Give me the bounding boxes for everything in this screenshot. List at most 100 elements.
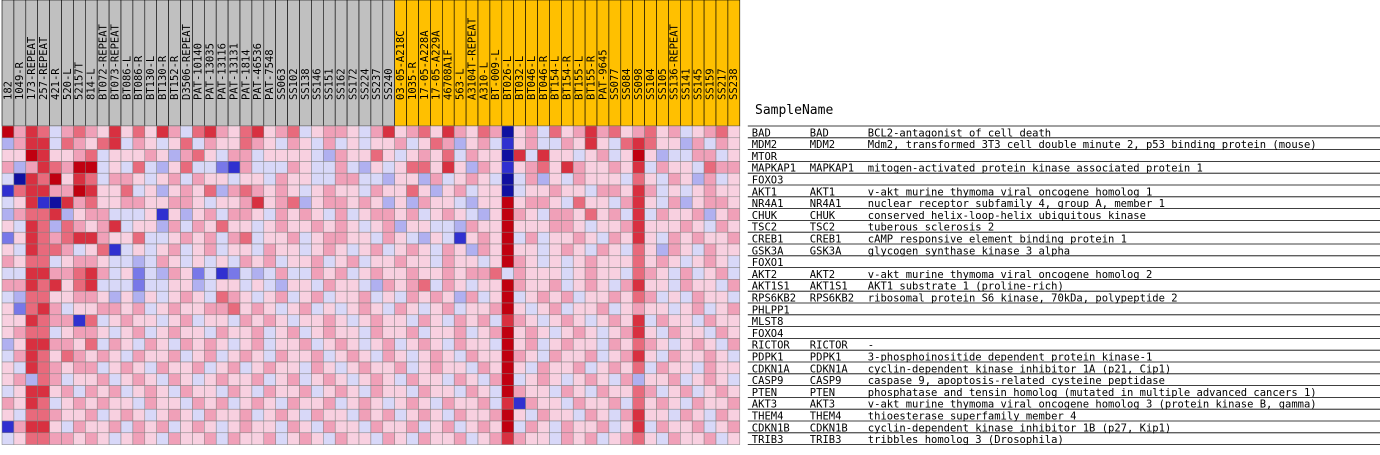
heatmap-cell: [287, 408, 300, 422]
heatmap-cell: [644, 184, 657, 198]
heatmap-cell: [680, 172, 693, 186]
heatmap-cell: [453, 338, 467, 351]
heatmap-cell: [453, 125, 467, 139]
column-label: PAT-7548: [264, 49, 276, 100]
heatmap-cell: [418, 125, 431, 139]
heatmap-cell: [1, 267, 15, 280]
heatmap-cell: [477, 279, 491, 292]
heatmap-cell: [465, 196, 479, 209]
heatmap-cell: [727, 125, 741, 139]
heatmap-cell: [513, 125, 526, 139]
row-gene: TRIB3: [810, 434, 842, 446]
heatmap-cell: [489, 231, 503, 245]
heatmap-cell: [668, 408, 681, 422]
column-label: SS224: [359, 68, 371, 100]
heatmap-cell: [346, 279, 360, 292]
column-label: SS102: [288, 68, 300, 100]
heatmap-cell: [61, 243, 74, 257]
heatmap-cell: [287, 267, 300, 280]
heatmap-cell: [25, 314, 38, 327]
heatmap-cell: [275, 420, 288, 434]
column-group-band: [49, 0, 62, 127]
row-gene: THEM4: [810, 411, 842, 423]
heatmap-cell: [37, 172, 50, 186]
heatmap-cell: [703, 290, 717, 304]
heatmap-cell: [561, 149, 574, 162]
heatmap-cell: [572, 290, 586, 304]
heatmap-cell: [37, 397, 50, 410]
heatmap-cell: [334, 385, 348, 398]
heatmap-cell: [430, 196, 443, 209]
heatmap-cell: [680, 420, 693, 434]
heatmap-cell: [465, 373, 479, 386]
heatmap-cell: [680, 349, 693, 363]
heatmap-cell: [37, 373, 50, 386]
heatmap-cell: [239, 255, 253, 268]
heatmap-cell: [85, 231, 98, 245]
heatmap-cell: [691, 397, 705, 410]
heatmap-cell: [727, 172, 741, 186]
heatmap-cell: [549, 149, 562, 162]
heatmap-cell: [1, 125, 15, 139]
heatmap-cell: [382, 385, 395, 398]
heatmap-cell: [25, 290, 38, 304]
heatmap-cell: [144, 290, 157, 304]
heatmap-cell: [334, 349, 348, 363]
heatmap-cell: [453, 279, 467, 292]
heatmap-cell: [251, 196, 265, 209]
heatmap-cell: [132, 361, 146, 375]
row-symbol: GSK3A: [752, 245, 784, 257]
heatmap-cell: [477, 397, 491, 410]
heatmap-cell: [727, 243, 741, 257]
heatmap-cell: [215, 385, 229, 398]
heatmap-cell: [275, 338, 288, 351]
heatmap-cell: [584, 149, 598, 162]
heatmap-cell: [311, 314, 324, 327]
heatmap-cell: [596, 397, 610, 410]
heatmap-cell: [49, 267, 62, 280]
heatmap-cell: [37, 184, 50, 198]
heatmap-cell: [85, 314, 98, 327]
heatmap-cell: [61, 231, 74, 245]
heatmap-cell: [656, 408, 669, 422]
heatmap-cell: [608, 255, 622, 268]
heatmap-cell: [132, 302, 146, 316]
heatmap-cell: [311, 326, 324, 339]
heatmap-cell: [108, 432, 122, 445]
heatmap-cell: [346, 267, 360, 280]
heatmap-cell: [168, 149, 181, 162]
heatmap-cell: [525, 125, 538, 139]
heatmap-cell: [1, 137, 15, 150]
heatmap-cell: [453, 196, 467, 209]
heatmap-cell: [537, 231, 550, 245]
heatmap-cell: [727, 267, 741, 280]
heatmap-cell: [346, 149, 360, 162]
heatmap-cell: [358, 184, 372, 198]
heatmap-cell: [513, 196, 526, 209]
heatmap-cell: [501, 184, 514, 198]
heatmap-cell: [13, 243, 27, 257]
heatmap-cell: [477, 161, 491, 174]
heatmap-cell: [299, 243, 312, 257]
heatmap-cell: [215, 161, 229, 174]
heatmap-cell: [382, 172, 395, 186]
heatmap-cell: [703, 420, 717, 434]
heatmap-cell: [406, 243, 419, 257]
heatmap-cell: [430, 373, 443, 386]
heatmap-cell: [204, 408, 217, 422]
heatmap-cell: [180, 397, 193, 410]
heatmap-cell: [370, 290, 384, 304]
heatmap-cell: [96, 231, 110, 245]
heatmap-cell: [287, 361, 300, 375]
heatmap-cell: [656, 420, 669, 434]
heatmap-cell: [418, 338, 431, 351]
heatmap-cell: [620, 196, 633, 209]
heatmap-cell: [227, 432, 241, 445]
heatmap-cell: [85, 349, 98, 363]
heatmap-cell: [251, 279, 265, 292]
heatmap-cell: [513, 279, 526, 292]
heatmap-cell: [37, 231, 50, 245]
heatmap-cell: [334, 172, 348, 186]
heatmap-cell: [501, 231, 514, 245]
heatmap-cell: [465, 184, 479, 198]
